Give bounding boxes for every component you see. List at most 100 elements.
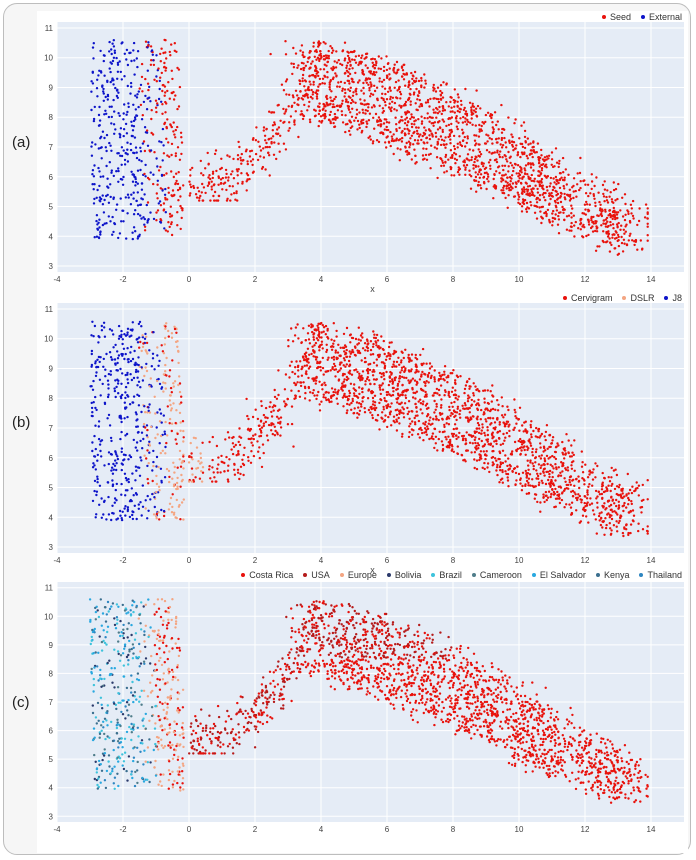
data-point bbox=[590, 187, 593, 191]
data-point bbox=[391, 386, 395, 390]
data-point bbox=[371, 73, 374, 76]
data-point bbox=[498, 155, 502, 159]
data-point bbox=[270, 137, 273, 140]
data-point bbox=[411, 410, 414, 413]
data-point bbox=[297, 389, 300, 393]
data-point bbox=[414, 154, 417, 157]
data-point bbox=[347, 71, 350, 74]
data-point bbox=[387, 62, 390, 65]
data-point bbox=[163, 61, 166, 65]
data-point bbox=[523, 146, 527, 150]
data-point bbox=[559, 195, 562, 198]
legend-item[interactable]: Cervigram bbox=[562, 293, 612, 303]
data-point bbox=[594, 249, 598, 252]
data-point bbox=[172, 382, 175, 385]
data-point bbox=[612, 215, 615, 218]
data-point bbox=[239, 465, 243, 468]
data-point bbox=[516, 191, 519, 194]
y-tick-label: 8 bbox=[49, 113, 54, 122]
data-point bbox=[126, 509, 129, 513]
data-point bbox=[584, 508, 587, 512]
legend-item[interactable]: J8 bbox=[664, 293, 682, 303]
data-point bbox=[504, 460, 507, 463]
data-point bbox=[341, 374, 345, 377]
data-point bbox=[93, 455, 96, 458]
data-point bbox=[518, 137, 521, 140]
data-point bbox=[440, 138, 444, 141]
data-point bbox=[191, 458, 194, 461]
data-point bbox=[325, 348, 329, 352]
data-point bbox=[533, 194, 536, 197]
data-point bbox=[125, 58, 128, 61]
data-point bbox=[116, 382, 120, 385]
data-point bbox=[602, 195, 606, 198]
data-point bbox=[384, 414, 387, 417]
data-point bbox=[435, 156, 439, 159]
data-point bbox=[116, 61, 120, 65]
data-point bbox=[317, 112, 321, 116]
data-point bbox=[627, 239, 630, 242]
data-point bbox=[147, 509, 150, 512]
data-point bbox=[109, 220, 112, 223]
data-point bbox=[146, 517, 149, 520]
data-point bbox=[588, 473, 591, 476]
data-point bbox=[358, 79, 361, 82]
data-point bbox=[639, 239, 642, 242]
data-point bbox=[226, 469, 230, 472]
data-point bbox=[570, 229, 573, 232]
data-point bbox=[169, 496, 173, 500]
data-point bbox=[349, 341, 352, 344]
data-point bbox=[365, 125, 368, 129]
data-point bbox=[238, 427, 241, 430]
data-point bbox=[334, 72, 337, 75]
data-point bbox=[501, 156, 504, 159]
data-point bbox=[151, 53, 154, 56]
data-point bbox=[625, 493, 628, 496]
data-point bbox=[631, 199, 635, 203]
data-point bbox=[260, 404, 263, 408]
data-point bbox=[114, 128, 117, 131]
data-point bbox=[148, 385, 151, 388]
data-point bbox=[311, 60, 314, 63]
data-point bbox=[389, 77, 392, 80]
data-point bbox=[392, 69, 395, 72]
data-point bbox=[356, 119, 360, 123]
data-point bbox=[117, 324, 121, 328]
legend-item[interactable]: External bbox=[640, 12, 682, 22]
data-point bbox=[302, 356, 305, 359]
data-point bbox=[170, 43, 173, 46]
data-point bbox=[217, 175, 220, 178]
data-point bbox=[600, 212, 603, 216]
data-point bbox=[454, 379, 457, 382]
data-point bbox=[98, 378, 102, 381]
data-point bbox=[224, 438, 227, 441]
data-point bbox=[596, 245, 599, 248]
data-point bbox=[162, 174, 166, 177]
data-point bbox=[129, 203, 133, 206]
data-point bbox=[443, 373, 446, 376]
data-point bbox=[121, 178, 124, 181]
data-point bbox=[362, 118, 365, 122]
data-point bbox=[534, 450, 538, 454]
data-point bbox=[139, 214, 142, 217]
data-point bbox=[483, 467, 486, 471]
data-point bbox=[630, 491, 634, 495]
data-point bbox=[554, 175, 558, 179]
data-point bbox=[417, 79, 421, 83]
data-point bbox=[294, 383, 298, 386]
data-point bbox=[343, 350, 346, 353]
data-point bbox=[552, 209, 555, 213]
data-point bbox=[403, 132, 407, 135]
legend-item[interactable]: Seed bbox=[601, 12, 631, 22]
legend-item[interactable]: DSLR bbox=[622, 293, 654, 303]
data-point bbox=[164, 111, 167, 114]
data-point bbox=[358, 392, 361, 396]
data-point bbox=[496, 151, 499, 154]
data-point bbox=[556, 490, 559, 494]
data-point bbox=[636, 223, 639, 227]
data-point bbox=[182, 184, 185, 187]
data-point bbox=[583, 501, 586, 505]
data-point bbox=[606, 189, 609, 192]
data-point bbox=[132, 125, 136, 128]
data-point bbox=[165, 441, 168, 445]
